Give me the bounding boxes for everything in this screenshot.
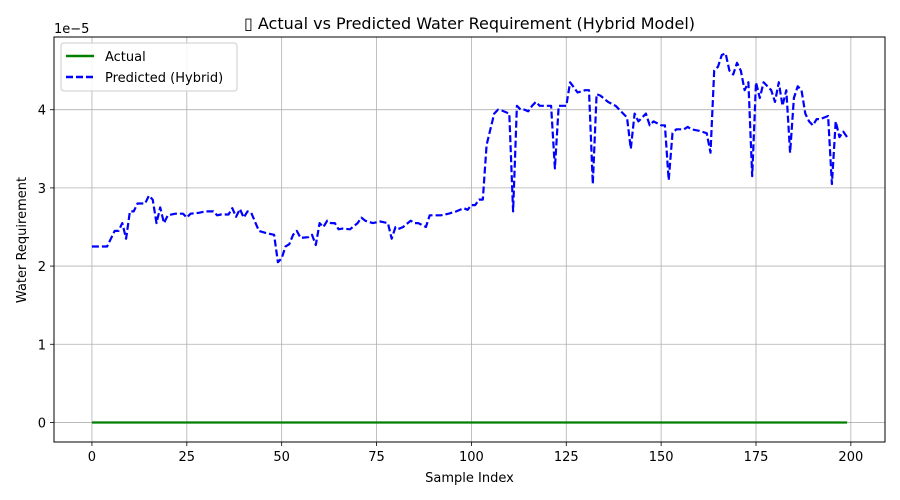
x-axis-ticks: 0 25 50 75 100 125 150 175 200: [88, 442, 863, 465]
legend-label-actual: Actual: [105, 50, 146, 65]
chart-title: ▯ Actual vs Predicted Water Requirement …: [244, 14, 695, 33]
y-axis-ticks: 0 1 2 3 4: [38, 104, 54, 431]
legend-box: [60, 42, 238, 92]
x-tick-label: 50: [273, 450, 290, 465]
x-tick-label: 125: [554, 450, 579, 465]
y-tick-label: 2: [38, 260, 46, 275]
x-tick-label: 150: [649, 450, 674, 465]
x-tick-label: 100: [459, 450, 484, 465]
x-tick-label: 200: [838, 450, 863, 465]
x-tick-label: 75: [368, 450, 385, 465]
plot-lines: [91, 52, 849, 424]
y-tick-label: 1: [38, 338, 46, 353]
x-tick-label: 0: [88, 450, 96, 465]
legend-label-predicted: Predicted (Hybrid): [105, 71, 223, 86]
plot-frame: [53, 36, 886, 443]
y-tick-label: 0: [38, 416, 46, 431]
x-tick-label: 25: [179, 450, 196, 465]
legend: Actual Predicted (Hybrid): [60, 42, 238, 92]
series-line-predicted: [91, 52, 849, 264]
y-tick-label: 4: [38, 104, 46, 119]
x-tick-label: 175: [744, 450, 769, 465]
x-axis-label: Sample Index: [425, 471, 514, 486]
y-scale-offset-label: 1e−5: [54, 22, 89, 37]
y-axis-label: Water Requirement: [15, 177, 30, 303]
y-tick-label: 3: [38, 182, 46, 197]
